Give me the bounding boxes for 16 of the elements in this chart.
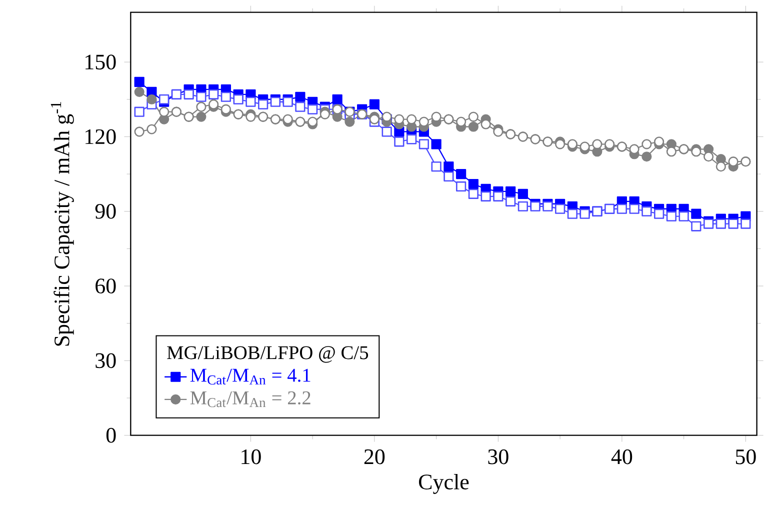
x-tick-label: 30 xyxy=(488,449,508,464)
x-tick-label: 10 xyxy=(242,449,261,464)
x-axis-title: Cycle xyxy=(418,474,469,494)
y-tick-label: 90 xyxy=(95,204,116,219)
x-tick-label: 50 xyxy=(736,449,756,464)
y-tick-label: 30 xyxy=(96,353,116,368)
legend-label: M$_{Cat}$/M$_{An}$ = 4.1 xyxy=(190,368,310,385)
x-tick-label: 40 xyxy=(611,449,632,464)
y-tick-label: 60 xyxy=(96,278,116,294)
y-tick-label: 0 xyxy=(106,428,116,443)
legend-label: M$_{Cat}$/M$_{An}$ = 2.2 xyxy=(190,391,310,408)
y-axis-title: Specific Capacity / mAh g$^{-1}$ xyxy=(50,102,74,346)
y-tick-label: 150 xyxy=(86,54,116,70)
x-tick-label: 20 xyxy=(364,449,385,464)
legend-title: MG/LiBOB/LFPO @ C/5 xyxy=(167,346,368,363)
y-tick-label: 120 xyxy=(86,129,116,144)
